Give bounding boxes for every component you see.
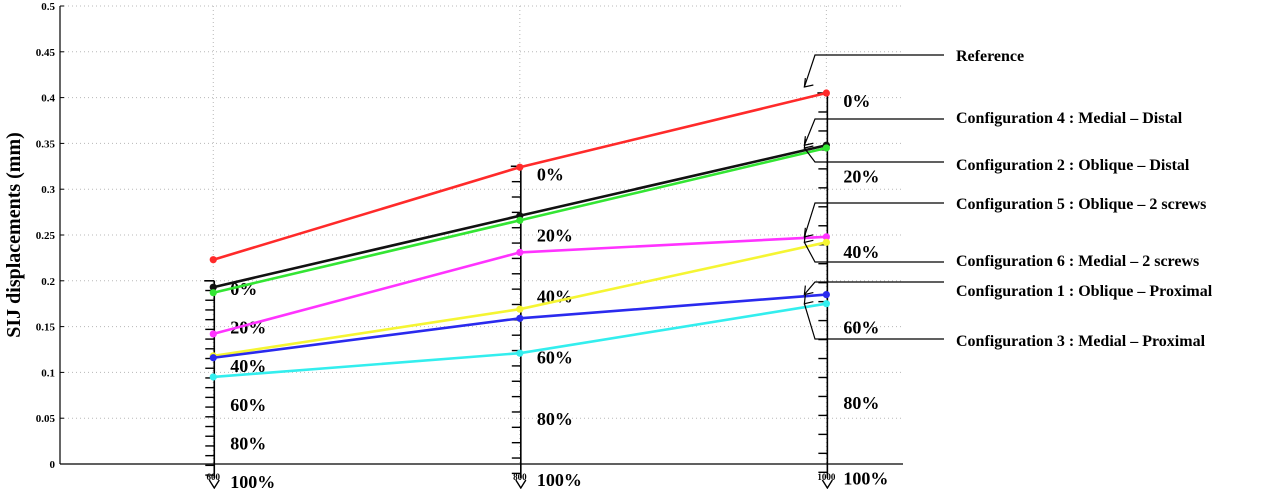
data-point: [516, 163, 524, 171]
legend-leader-line: [803, 54, 944, 88]
scale-percent-label: 80%: [843, 393, 879, 413]
scale-percent-label: 20%: [537, 225, 573, 245]
data-point: [209, 330, 217, 338]
scale-percent-label: 0%: [537, 164, 564, 184]
legend-label: Configuration 5 : Oblique – 2 screws: [956, 196, 1206, 213]
y-tick-label: 0.3: [41, 184, 55, 196]
y-tick-label: 0.35: [36, 138, 56, 150]
y-tick-label: 0.05: [36, 413, 56, 425]
legend-arrowhead: [803, 294, 814, 305]
y-tick-label: 0.2: [41, 276, 55, 288]
y-tick-label: 0.5: [41, 1, 55, 13]
percentage-scales: 0%20%40%60%80%100%0%20%40%60%80%100%0%20…: [204, 91, 888, 489]
legend-label: Configuration 4 : Medial – Distal: [956, 110, 1183, 127]
data-point: [516, 248, 524, 257]
scale-percent-label: 40%: [230, 356, 266, 376]
data-point: [209, 289, 217, 297]
scale-percent-label: 20%: [843, 167, 879, 187]
data-point: [822, 89, 830, 97]
legend-leader-line: [803, 281, 944, 295]
data-point: [516, 305, 524, 313]
scale-percent-label: 60%: [230, 395, 266, 415]
scale-percent-label: 100%: [230, 472, 275, 489]
scale-percent-label: 60%: [537, 348, 573, 368]
y-tick-label: 0: [50, 459, 56, 471]
legend-label: Configuration 3 : Medial – Proximal: [956, 333, 1206, 350]
data-point: [516, 314, 524, 322]
y-tick-label: 0.45: [36, 47, 56, 59]
y-tick-label: 0.1: [41, 367, 55, 379]
data-point: [516, 216, 524, 224]
data-point: [209, 256, 217, 264]
data-point: [822, 144, 830, 152]
legend-leader-line: [803, 242, 944, 263]
legend-arrowhead: [803, 138, 814, 149]
scale-percent-label: 40%: [843, 242, 879, 262]
legend-arrowhead: [803, 233, 814, 244]
data-point: [822, 300, 830, 308]
scale-arrow: [208, 479, 220, 489]
data-point: [822, 238, 830, 246]
scale-percent-label: 0%: [843, 91, 870, 111]
series-lines: [209, 89, 830, 381]
legend-label: Reference: [956, 48, 1024, 65]
legend-leader-line: [803, 147, 944, 163]
data-point: [209, 373, 217, 381]
scale-percent-label: 80%: [537, 409, 573, 429]
scale-percent-label: 80%: [230, 433, 266, 453]
scale-percent-label: 60%: [843, 317, 879, 337]
legend-label: Configuration 1 : Oblique – Proximal: [956, 283, 1213, 300]
data-point: [822, 233, 830, 241]
legend-leader-line: [803, 118, 944, 146]
legend-arrowhead: [803, 285, 814, 296]
y-tick-label: 0.25: [36, 230, 56, 242]
legend-arrowhead: [803, 227, 814, 238]
scale-percent-label: 40%: [537, 287, 573, 307]
scale-arrow: [515, 479, 527, 489]
legend: Reference Configuration 4 : Medial – Dist…: [803, 48, 1213, 350]
scale-percent-label: 100%: [843, 468, 888, 488]
data-point: [822, 290, 830, 299]
legend-leader-line: [803, 303, 944, 340]
legend-label: Configuration 2 : Oblique – Distal: [956, 157, 1190, 174]
legend-leader-line: [803, 202, 944, 238]
data-point: [516, 349, 524, 357]
grid-lines: [60, 5, 903, 465]
data-point: [209, 283, 217, 291]
data-point: [209, 354, 217, 362]
y-tick-label: 0.4: [41, 93, 55, 105]
scale-arrow: [821, 479, 833, 489]
y-tick-label: 0.15: [36, 322, 56, 334]
legend-label: Configuration 6 : Medial – 2 screws: [956, 253, 1199, 270]
legend-arrowhead: [803, 77, 814, 88]
scale-percent-label: 100%: [537, 470, 582, 489]
y-axis-label: SIJ displacements (mm): [3, 132, 25, 338]
